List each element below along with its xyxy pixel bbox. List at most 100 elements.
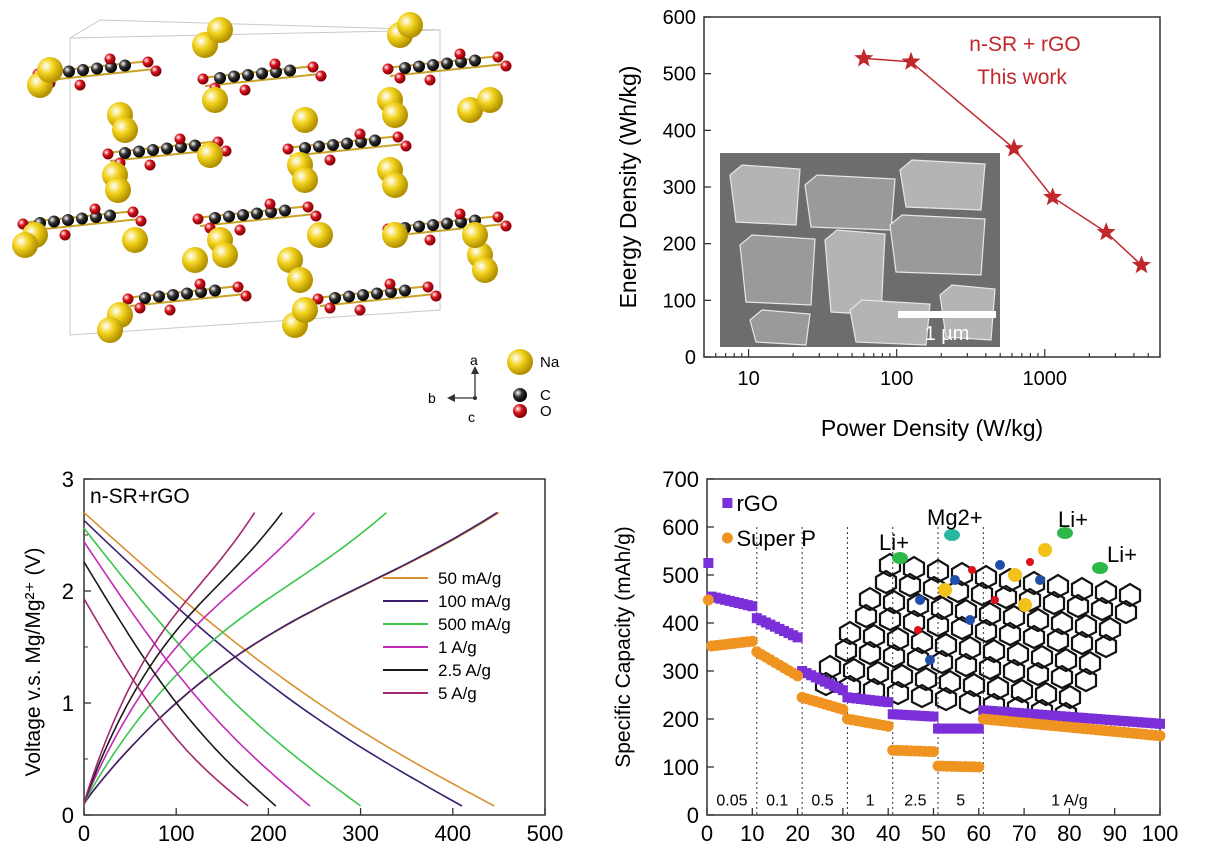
oxygen-atom [394, 72, 406, 84]
graphene-hexagon [1058, 684, 1082, 710]
oxygen-atom [89, 203, 101, 215]
oxygen-dot [968, 566, 976, 574]
graphene-hexagon [882, 643, 906, 669]
ion-sphere [1092, 562, 1108, 574]
graphene-hexagon [866, 660, 890, 686]
oxygen-atom [500, 60, 512, 72]
graphene-hexagon [1114, 599, 1138, 625]
data-point-rgo [1155, 718, 1165, 729]
oxygen-atom [424, 74, 436, 86]
graphene-hexagon [854, 603, 878, 629]
legend-label: 100 mA/g [438, 592, 511, 611]
sodium-atom [292, 297, 318, 323]
sodium-atom [207, 17, 233, 43]
carbon-atom [251, 207, 263, 220]
bond [204, 73, 321, 87]
carbon-atom [399, 284, 411, 297]
voltage-panel: 0 1 2 3 0 100 200 300 400 500 Voltage v.s. Mg/Mg²⁺… [0, 450, 600, 846]
y-tick-label: 0 [685, 347, 696, 369]
sodium-atom [197, 142, 223, 168]
graphene-hexagon [858, 640, 882, 666]
rate-label: 1 A/g [1051, 792, 1087, 809]
graphene-hexagon [978, 601, 1002, 627]
legend-label: 2.5 A/g [438, 661, 491, 680]
graphene-hexagon [930, 595, 954, 621]
graphene-hexagon [950, 615, 974, 641]
carbon-atom [209, 284, 221, 297]
carbon-atom [313, 140, 325, 153]
bond [289, 143, 406, 157]
x-tick-label: 400 [434, 821, 471, 841]
oxygen-dot [991, 596, 999, 604]
oxygen-atom [282, 143, 294, 155]
rate-label: 1 [866, 792, 875, 809]
ragone-panel: 0 100 200 300 400 500 600 10 100 1000 Power Densit… [600, 0, 1210, 450]
y-tick-label: 100 [663, 290, 696, 312]
graphene-hexagon [926, 612, 950, 638]
oxygen-atom [354, 128, 366, 140]
y-tick-label: 100 [662, 755, 699, 780]
carbon-atom [371, 287, 383, 300]
carbon-atom [327, 139, 339, 151]
sodium-atom [122, 227, 148, 253]
graphene-hexagon [1118, 582, 1142, 608]
carbon-atom [279, 204, 291, 217]
carbon-atom [62, 214, 74, 226]
carbon-atom [119, 147, 131, 159]
graphene-hexagon [962, 672, 986, 698]
carbon-atom [441, 217, 453, 230]
oxygen-atom [104, 53, 116, 65]
graphene-hexagon [1094, 633, 1118, 659]
carbon-atom [284, 64, 296, 77]
carbon-atom [63, 65, 75, 78]
y-tick-label: 2 [62, 579, 74, 604]
axis-origin [473, 396, 477, 400]
graphene-scheme: Mg2+ Li+ Li+ Li+ [814, 505, 1142, 727]
y-tick-label: 1 [62, 691, 74, 716]
carbon-atom [427, 59, 439, 71]
annotation-line1: n-SR + rGO [969, 33, 1080, 56]
graphene-hexagon [978, 655, 1002, 681]
graphene-hexagon [1034, 681, 1058, 707]
oxygen-atom [234, 224, 246, 236]
bond [199, 213, 316, 227]
graphene-hexagon [1046, 627, 1070, 653]
oxygen-dot [1026, 558, 1034, 566]
oxygen-atom [220, 145, 232, 157]
graphene-hexagon [1054, 647, 1078, 673]
carbon-atom [256, 67, 268, 80]
oxygen-atom [307, 61, 319, 73]
electron-dot [995, 560, 1005, 570]
graphene-hexagon [982, 638, 1006, 664]
graphene-hexagon [954, 598, 978, 624]
graphene-hexagon [1030, 644, 1054, 670]
legend-marker-na [507, 349, 533, 375]
oxygen-atom [74, 79, 86, 91]
y-tick-label: 300 [663, 177, 696, 199]
graphene-hexagon [1046, 573, 1070, 599]
rate-label: 0.1 [766, 792, 788, 809]
discharge-curve-2 [83, 527, 362, 807]
graphene-hexagon [1094, 579, 1118, 605]
oxygen-atom [454, 208, 466, 220]
graphene-hexagon [934, 686, 958, 712]
oxygen-atom [142, 56, 154, 68]
oxygen-atom [492, 51, 504, 63]
y-tick-label: 700 [662, 467, 699, 492]
oxygen-atom [144, 159, 156, 171]
graphene-hexagon [842, 657, 866, 683]
oxygen-atom [454, 48, 466, 60]
electron-dot [965, 615, 975, 625]
graphene-hexagon [938, 669, 962, 695]
graphene-hexagon [858, 586, 882, 612]
axis-arrow [471, 366, 479, 374]
x-tick-label: 100 [1142, 821, 1179, 841]
sodium-atom [212, 242, 238, 268]
carbon-atom [76, 212, 88, 225]
y-axis-label: Energy Density (Wh/kg) [615, 66, 641, 309]
sem-scale-bar [898, 311, 996, 318]
sodium-atom [382, 172, 408, 198]
graphene-hexagon [878, 606, 902, 632]
y-axis-label: Specific Capacity (mAh/g) [612, 526, 635, 768]
charge-curve-4 [83, 512, 283, 805]
